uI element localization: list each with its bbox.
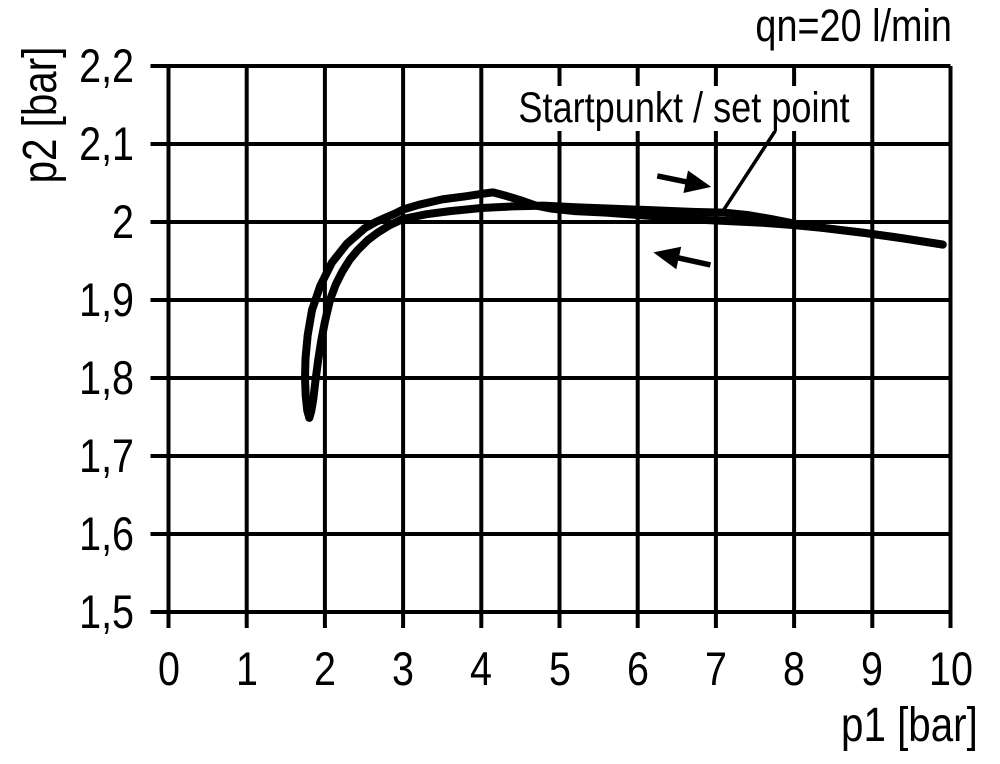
x-tick-label: 4	[470, 642, 493, 695]
grid-lines	[150, 64, 953, 628]
x-tick-label: 5	[548, 642, 571, 695]
x-tick-label: 1	[235, 642, 258, 695]
y-tick-label: 2,2	[79, 39, 134, 92]
flow-rate-annotation: qn=20 l/min	[755, 0, 952, 51]
x-tick-label: 6	[626, 642, 649, 695]
arrow-head-left-icon	[653, 246, 682, 270]
x-tick-label: 3	[392, 642, 415, 695]
y-tick-label: 1,5	[79, 585, 134, 638]
x-tick-label: 9	[861, 642, 884, 695]
x-tick-label: 8	[783, 642, 806, 695]
curve-forward	[305, 201, 947, 422]
x-tick-label: 2	[313, 642, 336, 695]
curve-return	[301, 188, 947, 422]
x-axis-title: p1 [bar]	[841, 699, 978, 752]
y-tick-label: 2,1	[79, 117, 134, 170]
y-tick-label: 1,7	[79, 429, 134, 482]
set-point-leader-line	[719, 129, 777, 215]
arrow-head-right-icon	[683, 170, 712, 194]
y-tick-label: 1,8	[79, 351, 134, 404]
x-tick-label: 10	[928, 642, 973, 695]
x-tick-label: 7	[704, 642, 727, 695]
x-tick-label: 0	[157, 642, 180, 695]
y-tick-label: 1,9	[79, 273, 134, 326]
y-tick-label: 2	[112, 195, 134, 248]
set-point-annotation: Startpunkt / set point	[515, 86, 854, 131]
y-tick-label: 1,6	[79, 507, 134, 560]
